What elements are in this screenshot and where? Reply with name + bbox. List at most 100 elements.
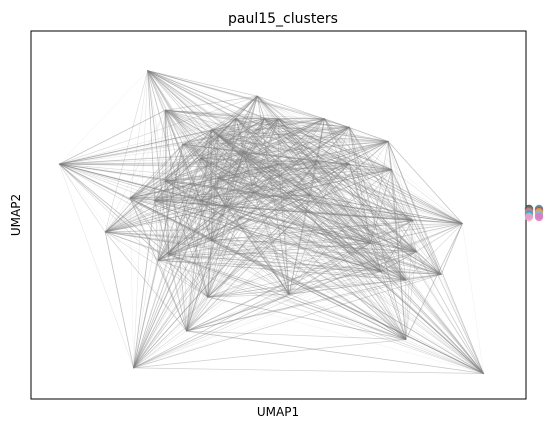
graph-edge [147, 70, 166, 111]
graph-edge [59, 163, 226, 207]
graph-edge [264, 118, 407, 281]
graph-edge [348, 127, 382, 272]
graph-edge [211, 129, 371, 244]
graph-edge [242, 152, 484, 374]
graph-edge [59, 163, 290, 295]
graph-edge [218, 177, 254, 193]
graph-edge [59, 163, 406, 281]
graph-edge [257, 95, 484, 374]
graph-edge [147, 70, 406, 281]
graph-edge [218, 135, 226, 207]
graph-edge [278, 118, 442, 275]
graph-edge [200, 200, 484, 374]
graph-node [316, 160, 318, 162]
graph-edge [243, 152, 413, 221]
graph-edge [129, 197, 212, 241]
graph-edge [200, 163, 350, 202]
graph-edge [164, 110, 212, 241]
graph-edge [324, 118, 350, 165]
graph-edge [405, 223, 463, 340]
graph-edge [218, 135, 414, 222]
graph-edge [225, 118, 325, 207]
graph-edge [242, 152, 407, 340]
graph-node [277, 118, 280, 120]
graph-node [129, 197, 131, 199]
graph-edge [165, 109, 279, 120]
graph-edge [218, 177, 311, 196]
graph-edge [105, 163, 279, 233]
graph-edge [218, 135, 407, 281]
graph-edge [147, 70, 202, 202]
graph-edge [168, 194, 311, 256]
graph-edge [210, 118, 265, 241]
graph-edge [154, 200, 209, 298]
graph-edge [105, 200, 155, 233]
graph-edge [165, 110, 417, 252]
graph-node [200, 157, 202, 159]
graph-edge [59, 163, 417, 253]
graph-edge [182, 135, 219, 145]
graph-edge [211, 129, 463, 224]
graph-edge [288, 141, 389, 295]
graph-edge [186, 169, 392, 332]
graph-edge [129, 197, 406, 340]
graph-edge [264, 118, 484, 374]
graph-edge [405, 223, 463, 281]
graph-edge [147, 70, 279, 119]
graph-edge [211, 223, 463, 241]
graph-edge [200, 118, 237, 201]
graph-edge [225, 206, 417, 253]
graph-edge [147, 70, 407, 340]
graph-edge [147, 70, 318, 162]
graph-edge [264, 118, 392, 170]
graph-edge [235, 118, 311, 196]
graph-edge [165, 109, 484, 374]
graph-edge [182, 144, 187, 332]
graph-edge [186, 243, 371, 332]
graph-edge [310, 194, 442, 275]
graph-edge [412, 220, 442, 275]
graph-edge [200, 200, 382, 272]
graph-edge [147, 70, 219, 179]
graph-edge [186, 293, 290, 332]
graph-edge [349, 163, 417, 252]
graph-edge [165, 152, 244, 182]
graph-edge [105, 158, 201, 233]
graph-edge [59, 160, 318, 165]
graph-edge [207, 178, 219, 298]
graph-edge [182, 144, 406, 340]
graph-edge [225, 118, 265, 207]
graph-edge [129, 197, 170, 255]
graph-edge [186, 152, 244, 332]
graph-edge [317, 160, 414, 222]
graph-edge [253, 96, 258, 193]
graph-edge [186, 163, 350, 332]
chart-title: paul15_clusters [228, 11, 338, 27]
graph-edge [186, 178, 219, 332]
graph-edge [278, 126, 350, 165]
graph-node [256, 95, 258, 97]
graph-edge [211, 129, 407, 340]
graph-edge [133, 163, 350, 368]
graph-edge [211, 129, 350, 165]
graph-edge [253, 163, 279, 193]
graph-edge [165, 118, 279, 182]
graph-edge [59, 163, 201, 202]
graph-edge [182, 144, 463, 224]
graph-edge [133, 220, 413, 369]
graph-edge [105, 180, 166, 233]
graph-edge [158, 242, 371, 261]
edges-layer [59, 70, 484, 374]
graph-node [405, 279, 407, 281]
graph-edge [158, 259, 406, 281]
graph-edge [154, 126, 350, 202]
graph-edge [405, 274, 442, 340]
graph-edge [158, 161, 318, 261]
graph-edge [165, 180, 417, 253]
graph-node [440, 273, 442, 276]
graph-edge [129, 197, 187, 332]
graph-edge [370, 243, 484, 374]
graph-edge [147, 70, 156, 201]
graph-edge [182, 143, 382, 272]
